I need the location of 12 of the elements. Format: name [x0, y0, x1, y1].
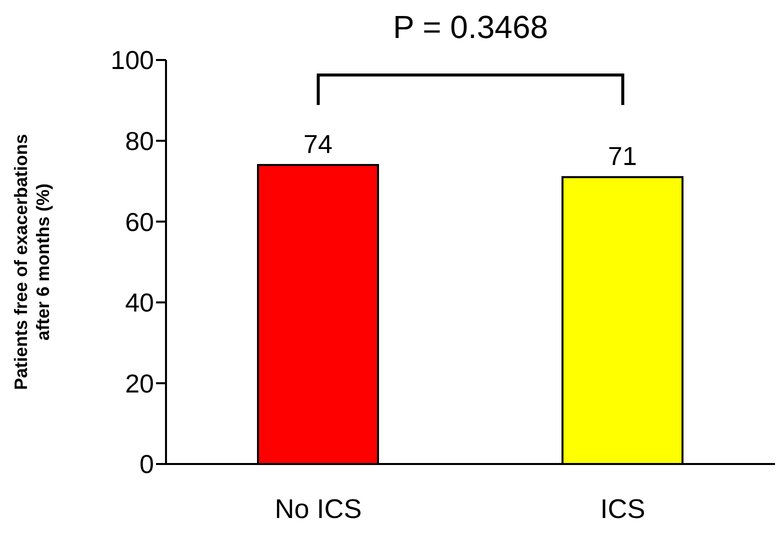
x-tick-label: No ICS — [274, 494, 362, 524]
text: P = 0.3468 — [392, 9, 548, 45]
y-axis-title: Patients free of exacerbations after 6 months (%) — [11, 134, 53, 390]
y-tick-label: 60 — [125, 206, 154, 237]
y-tick-label: 20 — [125, 368, 154, 398]
y-tick-label: 40 — [125, 288, 154, 318]
data-label: 71 — [608, 141, 637, 172]
y-tick-label: 0 — [140, 449, 154, 480]
data-label: 74 — [304, 129, 332, 160]
y-tick-label: 80 — [125, 126, 154, 156]
x-tick-label: ICS — [600, 494, 646, 524]
y-tick-label: 100 — [110, 45, 154, 76]
